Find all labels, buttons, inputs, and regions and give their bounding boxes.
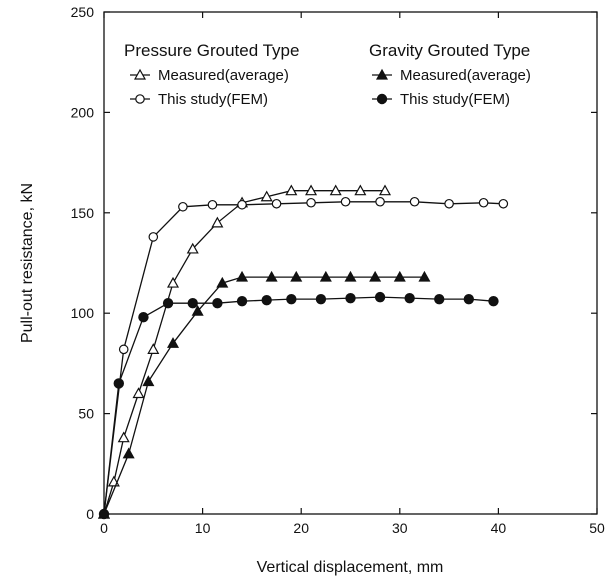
data-point: [344, 270, 357, 282]
data-point: [409, 196, 420, 207]
data-point: [148, 232, 159, 242]
legend-label: Measured(average): [158, 67, 289, 84]
x-tick-label: 20: [293, 520, 309, 536]
data-point: [434, 293, 445, 305]
y-tick-label: 100: [71, 305, 95, 321]
data-point: [404, 292, 415, 304]
y-tick-label: 200: [71, 104, 95, 120]
data-point: [340, 196, 351, 207]
data-point: [178, 201, 188, 212]
data-point: [315, 293, 327, 305]
legend-label: This study(FEM): [400, 91, 510, 108]
legend-group-title-pressure: Pressure Grouted Type: [124, 41, 299, 60]
x-axis-label: Vertical displacement, mm: [257, 559, 444, 576]
series-1: [99, 196, 509, 519]
x-tick-label: 40: [491, 520, 507, 536]
legend-marker: [135, 94, 145, 104]
axis-ticks: 0 10 20 30 40 50 0 50 100 150 200 250: [71, 4, 605, 536]
y-tick-label: 50: [78, 406, 94, 422]
y-tick-label: 250: [71, 4, 95, 20]
series-line: [103, 296, 494, 515]
legend-items: Measured(average) This study(FEM) Measured…: [130, 67, 531, 108]
data-point: [306, 197, 316, 208]
series-2: [97, 270, 431, 519]
data-point: [211, 216, 224, 228]
legend-label: This study(FEM): [158, 91, 268, 108]
data-point: [354, 184, 367, 196]
legend: Pressure Grouted Type Gravity Grouted Ty…: [124, 41, 531, 108]
data-point: [478, 197, 489, 208]
data-point: [167, 276, 180, 288]
data-point: [444, 198, 454, 209]
data-point: [212, 297, 223, 309]
series-line: [103, 276, 425, 515]
y-axis-label: Pull-out resistance, kN: [19, 183, 36, 343]
data-point: [463, 293, 475, 305]
data-point: [418, 270, 431, 282]
data-point: [98, 508, 110, 520]
data-point: [260, 190, 273, 202]
y-tick-label: 0: [86, 506, 94, 522]
data-point: [138, 312, 149, 323]
legend-marker: [376, 93, 388, 105]
x-tick-label: 30: [392, 520, 408, 536]
data-point: [237, 199, 247, 210]
data-point: [113, 378, 124, 389]
series-line: [103, 201, 504, 515]
x-tick-label: 10: [195, 520, 211, 536]
data-point: [117, 431, 130, 443]
series-layer: [97, 184, 509, 520]
data-point: [216, 276, 229, 288]
data-point: [393, 270, 406, 282]
data-point: [375, 196, 385, 207]
data-point: [345, 292, 356, 304]
data-point: [369, 270, 382, 282]
data-point: [378, 184, 392, 196]
y-tick-label: 150: [71, 205, 95, 221]
data-point: [488, 295, 499, 307]
data-point: [122, 447, 135, 459]
data-point: [271, 198, 282, 209]
legend-marker: [133, 68, 147, 80]
data-point: [290, 270, 303, 282]
data-point: [132, 387, 145, 399]
data-point: [285, 184, 298, 196]
data-point: [305, 184, 318, 196]
data-point: [329, 184, 342, 196]
data-point: [186, 242, 199, 254]
data-point: [265, 270, 278, 282]
x-tick-label: 50: [589, 520, 605, 536]
data-point: [374, 291, 386, 303]
plot-frame: [103, 11, 598, 515]
legend-group-title-gravity: Gravity Grouted Type: [369, 41, 530, 60]
data-point: [286, 293, 297, 305]
data-point: [191, 304, 204, 316]
data-point: [236, 295, 248, 307]
legend-marker: [375, 68, 389, 80]
data-point: [319, 270, 332, 282]
x-tick-label: 0: [100, 520, 108, 536]
data-point: [261, 294, 272, 306]
legend-entry: Measured(average): [372, 67, 531, 84]
data-point: [162, 297, 174, 309]
data-point: [236, 270, 249, 282]
data-point: [118, 344, 129, 355]
data-point: [167, 337, 180, 348]
series-0: [97, 184, 392, 519]
series-line: [103, 190, 385, 515]
data-point: [207, 199, 218, 210]
legend-entry: This study(FEM): [130, 91, 268, 108]
data-point: [498, 198, 509, 209]
data-point: [147, 343, 160, 354]
data-point: [142, 375, 155, 387]
legend-entry: Measured(average): [130, 67, 289, 84]
data-point: [187, 297, 198, 309]
legend-entry: This study(FEM): [372, 91, 510, 108]
legend-label: Measured(average): [400, 67, 531, 84]
series-3: [98, 291, 499, 520]
